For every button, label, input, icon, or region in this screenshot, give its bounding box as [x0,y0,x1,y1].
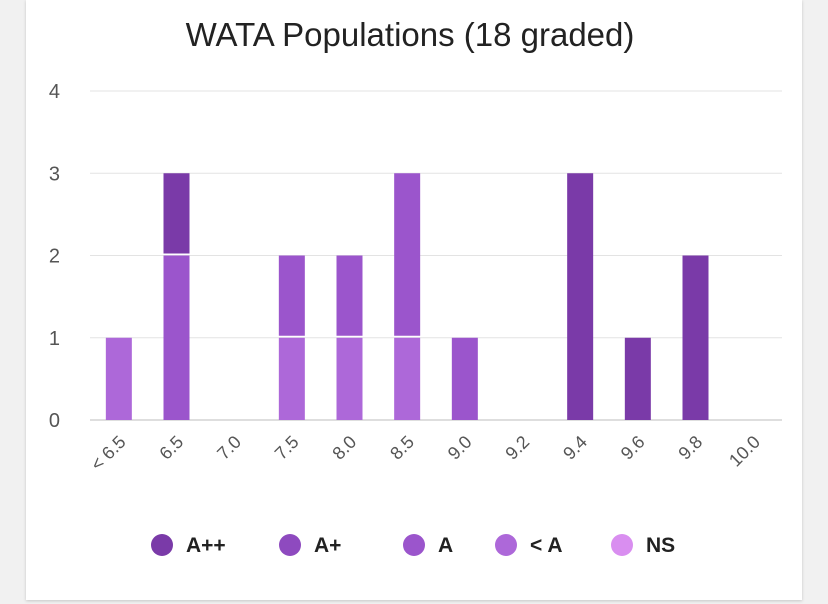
y-tick-label: 0 [49,410,60,432]
bar-segment[interactable] [682,255,709,421]
x-tick-label: 9.2 [501,432,533,464]
legend-label: A [438,534,453,557]
legend-item[interactable]: < A [495,534,562,557]
grid-lines [90,90,782,421]
x-tick-label: 6.5 [155,432,187,464]
x-tick-label: 9.0 [444,432,476,464]
legend-item[interactable]: NS [611,534,675,557]
legend-label: A++ [186,534,226,557]
chart-title: WATA Populations (18 graded) [186,16,635,53]
legend-swatch [279,534,301,556]
x-tick-label: 9.8 [674,432,706,464]
x-tick-label: < 6.5 [87,432,130,475]
legend: A++ A+ A < A NS [151,534,675,557]
bar-segment[interactable] [336,337,363,420]
bar-segment[interactable] [624,337,651,420]
legend-label: NS [646,534,675,557]
bar-segment[interactable] [163,173,190,254]
x-tick-label: 8.5 [386,432,418,464]
bar-segment[interactable] [278,337,305,420]
x-tick-label: 8.0 [328,432,360,464]
chart-card: WATA Populations (18 graded) 0 1 2 3 4 < 6.5… [26,0,802,600]
bar-segment[interactable] [567,173,594,420]
legend-swatch [151,534,173,556]
legend-swatch [403,534,425,556]
bar-segment[interactable] [451,337,478,420]
legend-item[interactable]: A+ [279,534,341,557]
legend-label: < A [530,534,562,557]
x-tick-label: 9.4 [559,432,591,464]
x-tick-label: 7.5 [271,432,303,464]
y-axis-ticks: 0 1 2 3 4 [49,81,60,432]
bar-segment[interactable] [163,255,190,421]
legend-label: A+ [314,534,341,557]
x-tick-label: 7.0 [213,432,245,464]
legend-item[interactable]: A++ [151,534,226,557]
bar-segment[interactable] [336,255,363,336]
legend-item[interactable]: A [403,534,453,557]
x-axis-ticks: < 6.5 6.5 7.0 7.5 8.0 8.5 9.0 9.2 9.4 9.6 9.8 10.0 [87,432,764,475]
legend-swatch [495,534,517,556]
y-tick-label: 3 [49,163,60,185]
x-tick-label: 10.0 [725,432,764,471]
wata-populations-chart: WATA Populations (18 graded) 0 1 2 3 4 < 6.5… [49,16,782,557]
legend-swatch [611,534,633,556]
bars [105,173,709,421]
bar-segment[interactable] [394,337,421,420]
y-tick-label: 1 [49,328,60,350]
x-tick-label: 9.6 [617,432,649,464]
y-tick-label: 4 [49,81,60,103]
bar-segment[interactable] [105,337,132,420]
bar-segment[interactable] [394,173,421,336]
y-tick-label: 2 [49,246,60,268]
bar-segment[interactable] [278,255,305,336]
